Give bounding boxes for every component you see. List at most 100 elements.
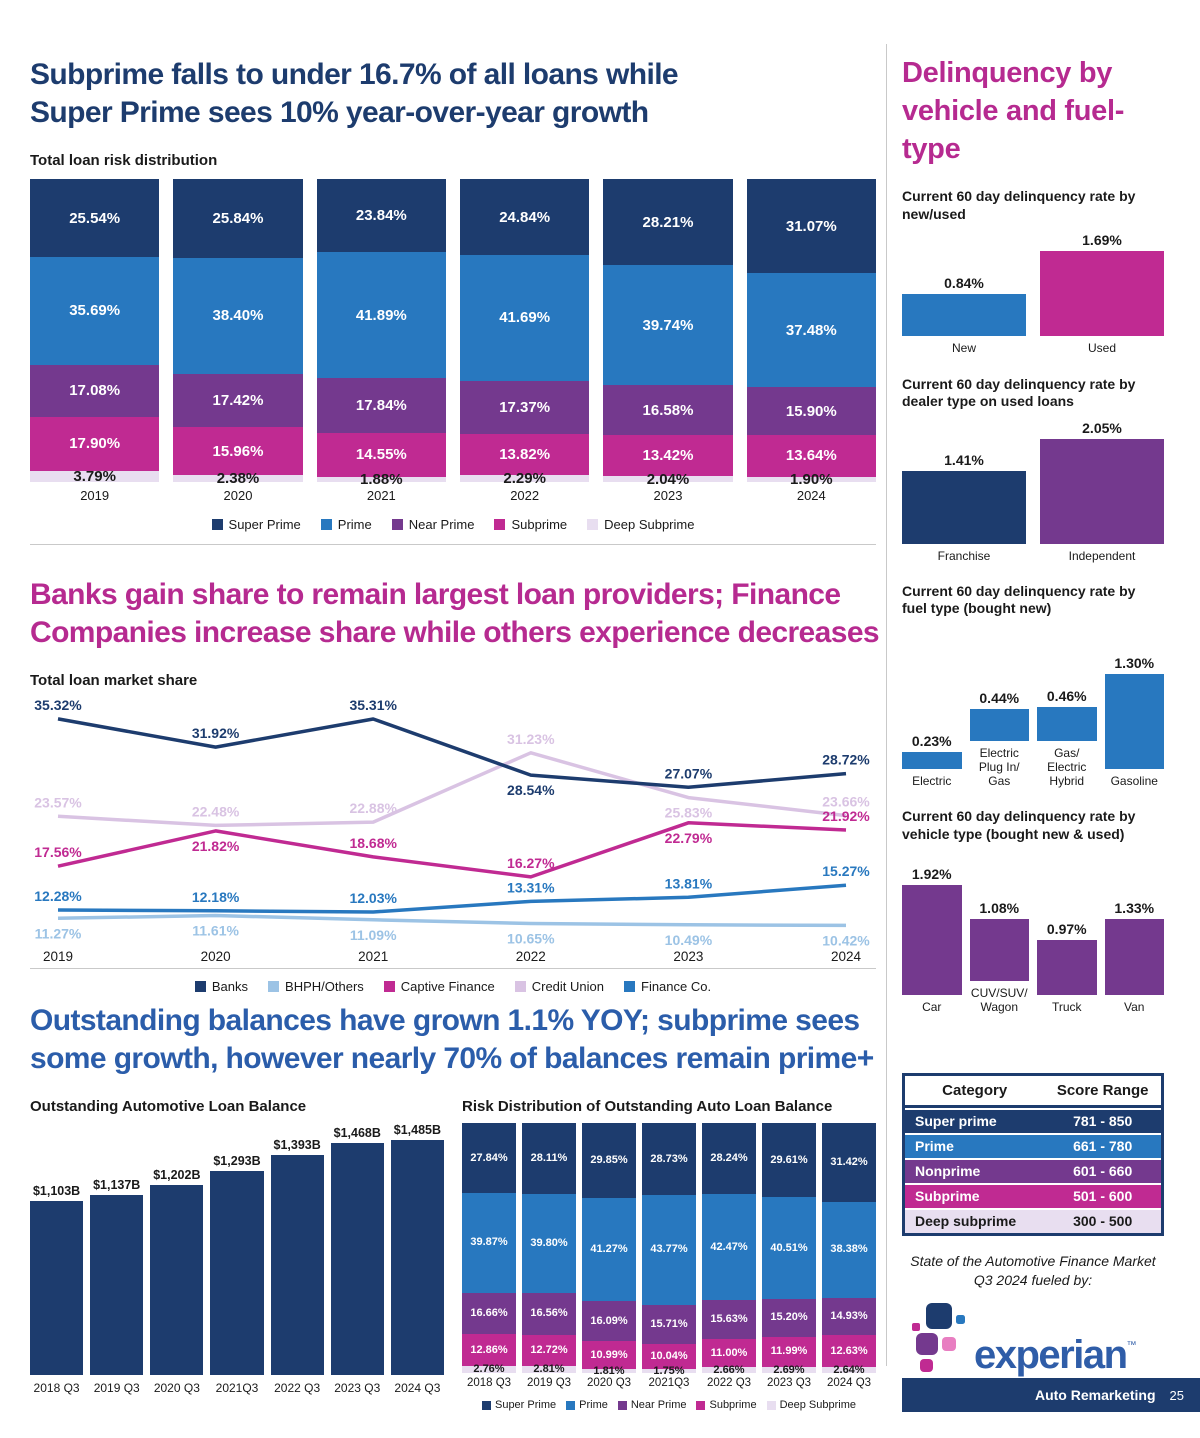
value-label: 24.84% <box>499 208 551 226</box>
value-label: 11.99% <box>770 1345 808 1358</box>
value-label: 35.31% <box>349 697 397 713</box>
stacked-bar: 24.84% 41.69% 17.37% 13.82% 2.29% <box>459 179 590 486</box>
score-range-cell: 300 - 500 <box>1044 1207 1161 1233</box>
value-label: 17.56% <box>34 845 82 861</box>
segment-near-prime: 15.71% <box>642 1304 696 1344</box>
x-axis-label: 2021 <box>358 949 388 964</box>
legend-label: Subprime <box>511 517 568 533</box>
value-label: 11.61% <box>192 923 239 939</box>
value-label: 28.21% <box>642 213 694 231</box>
segment-super-prime: 28.24% <box>702 1123 756 1194</box>
value-label: 23.57% <box>34 795 82 811</box>
segment-deep-subprime: 1.88% <box>316 472 446 487</box>
segment-super-prime: 28.21% <box>603 179 733 265</box>
value-label: 2.76% <box>473 1363 505 1376</box>
x-axis-label: 2022 Q3 <box>274 1381 321 1396</box>
value-label: 2.66% <box>713 1363 745 1376</box>
value-label: 22.88% <box>349 800 397 816</box>
bar-stack: 0.84% <box>902 229 1026 337</box>
bar <box>969 919 1029 982</box>
bar <box>1040 251 1164 337</box>
value-label: 11.00% <box>710 1346 748 1359</box>
value-label: 1.88% <box>360 470 403 488</box>
column-divider <box>886 44 887 1366</box>
segment-deep-subprime: 2.64% <box>822 1364 876 1375</box>
bar-row: 1.41% Franchise 2.05% Independent <box>902 417 1164 563</box>
bar-row: 0.23% Electric 0.44% Electric Plug In/ Gas 0… <box>902 624 1164 788</box>
segment-near-prime: 14.93% <box>822 1297 876 1336</box>
x-axis-label: 2022 <box>510 488 540 504</box>
segment-prime: 42.47% <box>702 1193 756 1301</box>
value-label: 35.69% <box>69 302 121 320</box>
segment-super-prime: 28.11% <box>522 1123 576 1194</box>
segment-near-prime: 17.08% <box>30 364 160 417</box>
segment-near-prime: 15.90% <box>746 387 876 436</box>
value-label: 0.23% <box>911 733 952 750</box>
legend-item-prime: Prime <box>566 1399 608 1411</box>
legend-label: Deep Subprime <box>779 1399 856 1412</box>
value-label: 42.47% <box>710 1240 748 1253</box>
prime-swatch <box>320 519 332 531</box>
stacked-bar: 23.84% 41.89% 17.84% 14.55% 1.88% <box>316 179 446 487</box>
bar-column: 29.85% 41.27% 16.09% 10.99% 1.81% 2020 Q3 <box>582 1123 636 1389</box>
category-cell: Nonprime <box>905 1157 1045 1183</box>
delinquency-title: Delinquency by vehicle and fuel-type <box>902 57 1125 165</box>
outstanding-balance-bar-chart: $1,103B 2018 Q3 $1,137B 2019 Q3 $1,202B 2020 … <box>30 1123 444 1395</box>
bar-column: 28.73% 43.77% 15.71% 10.04% 1.75% 2021Q3 <box>642 1123 696 1389</box>
category-label: Car <box>922 1000 942 1015</box>
category-label: Used <box>1087 341 1116 356</box>
segment-near-prime: 17.84% <box>316 378 446 433</box>
value-label: 28.11% <box>530 1152 568 1165</box>
value-label: $1,485B <box>393 1123 442 1138</box>
bar <box>1104 919 1164 996</box>
bar-column: 24.84% 41.69% 17.37% 13.82% 2.29% 2022 <box>459 179 590 504</box>
delinquency-bar-column: 1.69% Used <box>1040 229 1164 355</box>
value-label: 0.84% <box>944 275 984 292</box>
value-label: 14.55% <box>355 446 407 464</box>
line-credit-union <box>57 751 847 828</box>
value-label: 17.37% <box>499 398 551 416</box>
x-axis-label: 2019 Q3 <box>93 1381 140 1396</box>
bar-column: 27.84% 39.87% 16.66% 12.86% 2.76% 2018 Q3 <box>462 1123 516 1389</box>
x-axis-label: 2023 Q3 <box>334 1381 381 1396</box>
balance-risk-legend: Super Prime Prime Near Prime Subprime Deep S… <box>462 1399 876 1411</box>
value-label: 29.85% <box>590 1154 628 1167</box>
value-label: 39.87% <box>470 1236 508 1249</box>
subprime-swatch <box>494 519 506 531</box>
credit-text: State of the Automotive Finance Market Q… <box>910 1252 1156 1289</box>
delinquency-new-used-chart: Current 60 day delinquency rate by new/u… <box>902 188 1164 355</box>
score-range-cell: 501 - 600 <box>1044 1182 1161 1208</box>
section-title-market-share: Banks gain share to remain largest loan … <box>30 576 880 652</box>
section-divider <box>30 544 876 545</box>
bar-column: 31.42% 38.38% 14.93% 12.63% 2.64% 2024 Q3 <box>822 1123 876 1389</box>
legend-item-super-prime: Super Prime <box>481 1399 556 1411</box>
value-label: 3.79% <box>73 468 116 486</box>
chart-subtitle: Risk Distribution of Outstanding Auto Lo… <box>462 1098 833 1116</box>
delinquency-bar-column: 0.46% Gas/ Electric Hybrid <box>1037 624 1097 788</box>
category-label: Electric <box>912 774 952 789</box>
x-axis-label: 2019 <box>43 949 73 964</box>
bar <box>902 294 1026 337</box>
stacked-bar: 25.84% 38.40% 17.42% 15.96% 2.38% <box>173 179 303 486</box>
value-label: 12.72% <box>530 1343 568 1356</box>
legend-item-subprime: Subprime <box>696 1399 757 1411</box>
table-body: Super prime 781 - 850 Prime 661 - 780 Nonpri… <box>905 1107 1161 1233</box>
stacked-bar: 31.07% 37.48% 15.90% 13.64% 1.90% <box>746 179 876 487</box>
subprime-swatch <box>696 1400 706 1410</box>
category-cell: Subprime <box>905 1182 1045 1208</box>
segment-subprime: 15.96% <box>173 426 303 476</box>
chart-subtitle: Outstanding Automotive Loan Balance <box>30 1098 307 1116</box>
value-label: $1,202B <box>153 1168 201 1183</box>
segment-prime: 39.74% <box>603 264 733 386</box>
x-axis-label: 2021Q3 <box>215 1381 259 1396</box>
value-label: 10.65% <box>507 931 555 947</box>
experian-wordmark: experian™ <box>974 1335 1137 1375</box>
chart-subtitle: Total loan market share <box>30 672 198 690</box>
value-label: 12.63% <box>830 1344 868 1357</box>
chart-subtitle: Total loan risk distribution <box>30 152 218 170</box>
value-label: 2.69% <box>773 1363 805 1376</box>
delinquency-bar-column: 1.08% CUV/SUV/ Wagon <box>969 849 1029 1014</box>
legend-label: Super Prime <box>228 517 301 533</box>
bar-column: 25.54% 35.69% 17.08% 17.90% 3.79% 2019 <box>30 179 160 503</box>
